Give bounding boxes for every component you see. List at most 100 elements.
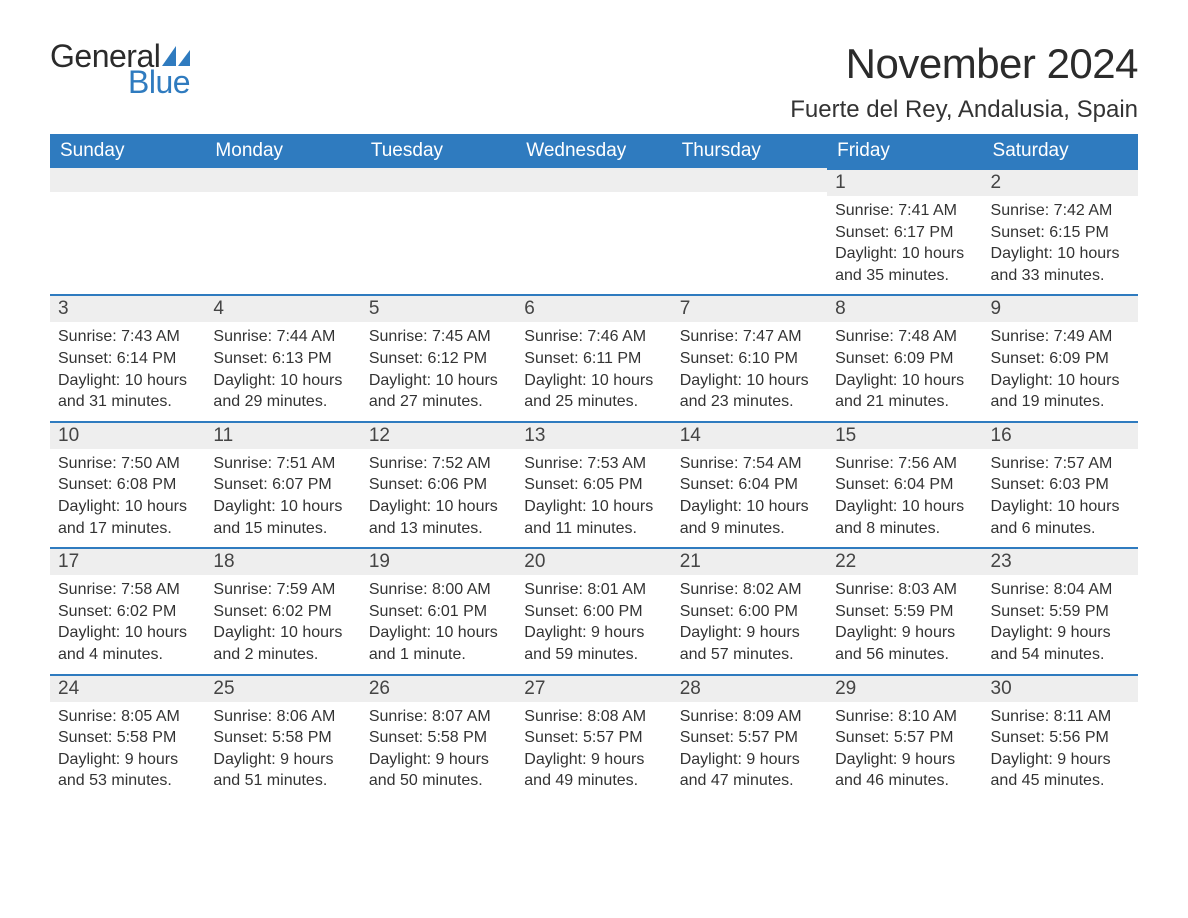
- calendar-cell: 30Sunrise: 8:11 AMSunset: 5:56 PMDayligh…: [983, 674, 1138, 800]
- sunset-text: Sunset: 5:58 PM: [213, 727, 352, 749]
- day-details: Sunrise: 7:54 AMSunset: 6:04 PMDaylight:…: [672, 449, 827, 547]
- day-number: 25: [205, 674, 360, 702]
- calendar-cell: 26Sunrise: 8:07 AMSunset: 5:58 PMDayligh…: [361, 674, 516, 800]
- sunrise-text: Sunrise: 7:43 AM: [58, 326, 197, 348]
- title-block: November 2024 Fuerte del Rey, Andalusia,…: [790, 40, 1138, 124]
- brand-logo: General Blue: [50, 40, 190, 98]
- col-monday: Monday: [205, 134, 360, 168]
- day-details: Sunrise: 7:43 AMSunset: 6:14 PMDaylight:…: [50, 322, 205, 420]
- day-details: Sunrise: 8:11 AMSunset: 5:56 PMDaylight:…: [983, 702, 1138, 800]
- sunrise-text: Sunrise: 7:49 AM: [991, 326, 1130, 348]
- daylight-text: Daylight: 9 hours and 47 minutes.: [680, 749, 819, 792]
- calendar-cell: 11Sunrise: 7:51 AMSunset: 6:07 PMDayligh…: [205, 421, 360, 547]
- calendar-cell: 15Sunrise: 7:56 AMSunset: 6:04 PMDayligh…: [827, 421, 982, 547]
- sunrise-text: Sunrise: 7:44 AM: [213, 326, 352, 348]
- daylight-text: Daylight: 10 hours and 27 minutes.: [369, 370, 508, 413]
- sunset-text: Sunset: 5:59 PM: [835, 601, 974, 623]
- calendar-cell: 28Sunrise: 8:09 AMSunset: 5:57 PMDayligh…: [672, 674, 827, 800]
- sunset-text: Sunset: 5:58 PM: [58, 727, 197, 749]
- daylight-text: Daylight: 10 hours and 13 minutes.: [369, 496, 508, 539]
- daylight-text: Daylight: 9 hours and 49 minutes.: [524, 749, 663, 792]
- weekday-header-row: Sunday Monday Tuesday Wednesday Thursday…: [50, 134, 1138, 168]
- calendar-cell: 4Sunrise: 7:44 AMSunset: 6:13 PMDaylight…: [205, 294, 360, 420]
- day-number: 7: [672, 294, 827, 322]
- sunrise-text: Sunrise: 7:50 AM: [58, 453, 197, 475]
- col-sunday: Sunday: [50, 134, 205, 168]
- day-details: Sunrise: 7:56 AMSunset: 6:04 PMDaylight:…: [827, 449, 982, 547]
- day-details: Sunrise: 7:57 AMSunset: 6:03 PMDaylight:…: [983, 449, 1138, 547]
- daylight-text: Daylight: 9 hours and 50 minutes.: [369, 749, 508, 792]
- daylight-text: Daylight: 10 hours and 23 minutes.: [680, 370, 819, 413]
- daylight-text: Daylight: 10 hours and 29 minutes.: [213, 370, 352, 413]
- daylight-text: Daylight: 10 hours and 19 minutes.: [991, 370, 1130, 413]
- sunrise-text: Sunrise: 7:47 AM: [680, 326, 819, 348]
- col-friday: Friday: [827, 134, 982, 168]
- calendar-week: 24Sunrise: 8:05 AMSunset: 5:58 PMDayligh…: [50, 674, 1138, 800]
- day-details: Sunrise: 8:09 AMSunset: 5:57 PMDaylight:…: [672, 702, 827, 800]
- sunset-text: Sunset: 6:15 PM: [991, 222, 1130, 244]
- daylight-text: Daylight: 10 hours and 4 minutes.: [58, 622, 197, 665]
- calendar-cell: [361, 168, 516, 294]
- day-number: 9: [983, 294, 1138, 322]
- day-details: Sunrise: 7:47 AMSunset: 6:10 PMDaylight:…: [672, 322, 827, 420]
- sunset-text: Sunset: 6:01 PM: [369, 601, 508, 623]
- day-number: 12: [361, 421, 516, 449]
- day-details: Sunrise: 7:59 AMSunset: 6:02 PMDaylight:…: [205, 575, 360, 673]
- day-details: Sunrise: 7:41 AMSunset: 6:17 PMDaylight:…: [827, 196, 982, 294]
- sunrise-text: Sunrise: 7:54 AM: [680, 453, 819, 475]
- day-details: Sunrise: 7:49 AMSunset: 6:09 PMDaylight:…: [983, 322, 1138, 420]
- calendar-cell: 10Sunrise: 7:50 AMSunset: 6:08 PMDayligh…: [50, 421, 205, 547]
- sunset-text: Sunset: 5:57 PM: [524, 727, 663, 749]
- calendar-week: 1Sunrise: 7:41 AMSunset: 6:17 PMDaylight…: [50, 168, 1138, 294]
- calendar-cell: 27Sunrise: 8:08 AMSunset: 5:57 PMDayligh…: [516, 674, 671, 800]
- day-number: 2: [983, 168, 1138, 196]
- sunset-text: Sunset: 6:09 PM: [835, 348, 974, 370]
- col-thursday: Thursday: [672, 134, 827, 168]
- day-number: 14: [672, 421, 827, 449]
- daylight-text: Daylight: 10 hours and 1 minute.: [369, 622, 508, 665]
- daylight-text: Daylight: 10 hours and 25 minutes.: [524, 370, 663, 413]
- calendar-cell: 1Sunrise: 7:41 AMSunset: 6:17 PMDaylight…: [827, 168, 982, 294]
- daylight-text: Daylight: 9 hours and 53 minutes.: [58, 749, 197, 792]
- day-number: 29: [827, 674, 982, 702]
- day-number: 20: [516, 547, 671, 575]
- sunset-text: Sunset: 6:09 PM: [991, 348, 1130, 370]
- sunrise-text: Sunrise: 8:00 AM: [369, 579, 508, 601]
- calendar-cell: 13Sunrise: 7:53 AMSunset: 6:05 PMDayligh…: [516, 421, 671, 547]
- day-number: 11: [205, 421, 360, 449]
- day-number: 5: [361, 294, 516, 322]
- empty-day-bar: [361, 168, 516, 192]
- daylight-text: Daylight: 9 hours and 56 minutes.: [835, 622, 974, 665]
- day-number: 13: [516, 421, 671, 449]
- day-number: 15: [827, 421, 982, 449]
- calendar-cell: 16Sunrise: 7:57 AMSunset: 6:03 PMDayligh…: [983, 421, 1138, 547]
- daylight-text: Daylight: 10 hours and 2 minutes.: [213, 622, 352, 665]
- day-details: Sunrise: 8:05 AMSunset: 5:58 PMDaylight:…: [50, 702, 205, 800]
- day-number: 19: [361, 547, 516, 575]
- empty-day-bar: [205, 168, 360, 192]
- day-number: 27: [516, 674, 671, 702]
- calendar-cell: 23Sunrise: 8:04 AMSunset: 5:59 PMDayligh…: [983, 547, 1138, 673]
- sunrise-text: Sunrise: 7:45 AM: [369, 326, 508, 348]
- sunset-text: Sunset: 6:05 PM: [524, 474, 663, 496]
- empty-day-bar: [516, 168, 671, 192]
- daylight-text: Daylight: 9 hours and 54 minutes.: [991, 622, 1130, 665]
- col-saturday: Saturday: [983, 134, 1138, 168]
- day-details: Sunrise: 7:58 AMSunset: 6:02 PMDaylight:…: [50, 575, 205, 673]
- day-number: 16: [983, 421, 1138, 449]
- calendar-cell: 8Sunrise: 7:48 AMSunset: 6:09 PMDaylight…: [827, 294, 982, 420]
- day-number: 3: [50, 294, 205, 322]
- daylight-text: Daylight: 9 hours and 45 minutes.: [991, 749, 1130, 792]
- day-details: Sunrise: 8:04 AMSunset: 5:59 PMDaylight:…: [983, 575, 1138, 673]
- sunrise-text: Sunrise: 8:04 AM: [991, 579, 1130, 601]
- calendar-cell: 17Sunrise: 7:58 AMSunset: 6:02 PMDayligh…: [50, 547, 205, 673]
- calendar-cell: [672, 168, 827, 294]
- day-details: Sunrise: 7:45 AMSunset: 6:12 PMDaylight:…: [361, 322, 516, 420]
- sunset-text: Sunset: 6:07 PM: [213, 474, 352, 496]
- calendar-cell: 7Sunrise: 7:47 AMSunset: 6:10 PMDaylight…: [672, 294, 827, 420]
- sunrise-text: Sunrise: 7:51 AM: [213, 453, 352, 475]
- day-details: Sunrise: 7:51 AMSunset: 6:07 PMDaylight:…: [205, 449, 360, 547]
- sunrise-text: Sunrise: 7:56 AM: [835, 453, 974, 475]
- calendar-cell: 9Sunrise: 7:49 AMSunset: 6:09 PMDaylight…: [983, 294, 1138, 420]
- sunrise-text: Sunrise: 7:46 AM: [524, 326, 663, 348]
